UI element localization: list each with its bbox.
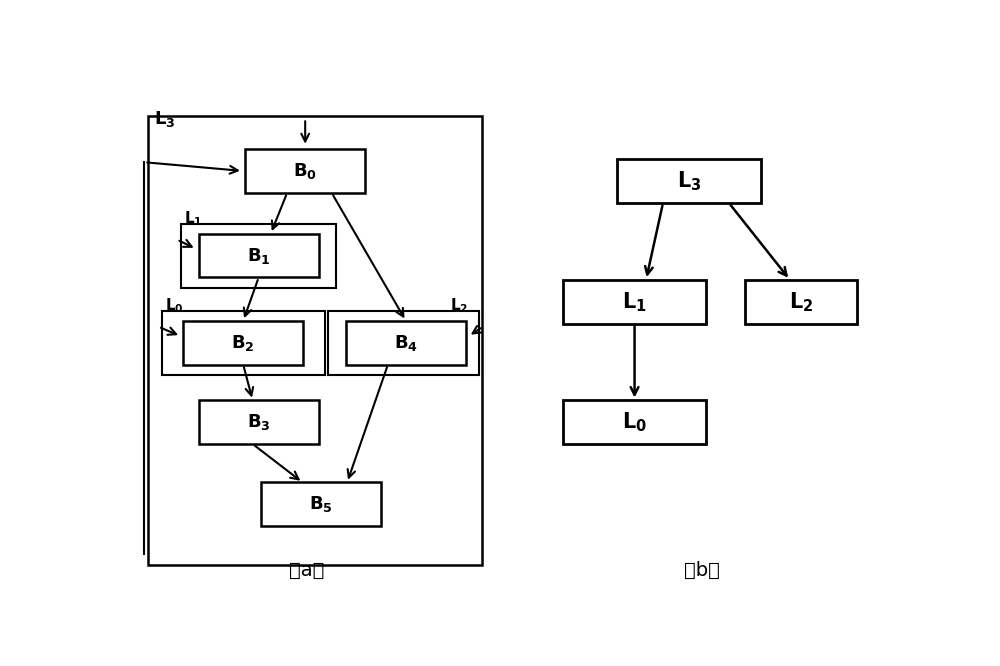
FancyBboxPatch shape [563,400,706,444]
FancyBboxPatch shape [148,116,482,565]
Text: （b）: （b） [684,561,720,580]
Text: $\mathbf{L_2}$: $\mathbf{L_2}$ [450,296,469,315]
Text: $\mathbf{L_3}$: $\mathbf{L_3}$ [154,109,176,129]
Text: $\mathbf{B_3}$: $\mathbf{B_3}$ [247,412,271,432]
FancyBboxPatch shape [745,280,857,324]
Text: $\mathbf{B_0}$: $\mathbf{B_0}$ [293,161,317,181]
FancyBboxPatch shape [261,482,381,526]
Text: $\mathbf{B_5}$: $\mathbf{B_5}$ [309,494,333,514]
Text: $\mathbf{L_1}$: $\mathbf{L_1}$ [622,290,647,314]
FancyBboxPatch shape [199,400,319,444]
Text: $\mathbf{L_1}$: $\mathbf{L_1}$ [184,209,202,228]
Text: $\mathbf{L_0}$: $\mathbf{L_0}$ [622,410,647,434]
FancyBboxPatch shape [181,224,336,288]
FancyBboxPatch shape [245,149,365,192]
Text: $\mathbf{L_2}$: $\mathbf{L_2}$ [789,290,813,314]
FancyBboxPatch shape [183,321,303,364]
FancyBboxPatch shape [617,159,761,203]
Text: $\mathbf{L_3}$: $\mathbf{L_3}$ [677,169,701,193]
FancyBboxPatch shape [563,280,706,324]
FancyBboxPatch shape [328,310,479,375]
FancyBboxPatch shape [162,310,325,375]
FancyBboxPatch shape [346,321,466,364]
Text: $\mathbf{B_2}$: $\mathbf{B_2}$ [231,333,255,353]
Text: $\mathbf{B_1}$: $\mathbf{B_1}$ [247,246,271,266]
Text: $\mathbf{L_0}$: $\mathbf{L_0}$ [165,296,184,315]
Text: $\mathbf{B_4}$: $\mathbf{B_4}$ [394,333,418,353]
FancyBboxPatch shape [199,234,319,277]
Text: （a）: （a） [289,561,325,580]
